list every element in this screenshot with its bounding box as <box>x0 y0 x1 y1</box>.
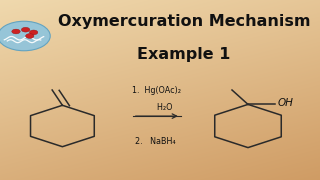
Text: Oxymercuration Mechanism: Oxymercuration Mechanism <box>58 14 310 29</box>
Text: H₂O: H₂O <box>141 103 172 112</box>
Text: 1.  Hg(OAc)₂: 1. Hg(OAc)₂ <box>132 86 181 95</box>
Circle shape <box>0 21 50 51</box>
Circle shape <box>29 30 38 35</box>
Circle shape <box>12 29 20 34</box>
Text: OH: OH <box>278 98 294 109</box>
Circle shape <box>21 27 30 32</box>
Circle shape <box>26 34 34 38</box>
Text: Example 1: Example 1 <box>137 46 231 62</box>
Text: 2.   NaBH₄: 2. NaBH₄ <box>135 137 175 146</box>
